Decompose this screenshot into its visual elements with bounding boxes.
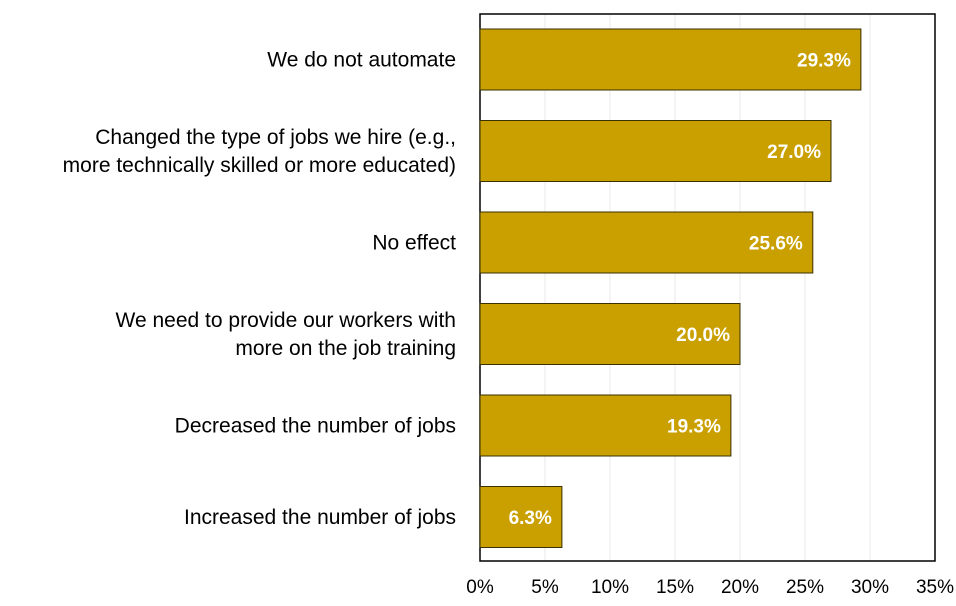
category-label-line: We need to provide our workers with (116, 309, 456, 332)
category-labels: We do not automate Changed the type of jo… (63, 49, 456, 530)
bar (479, 211, 814, 274)
x-tick-label: 15% (656, 577, 694, 598)
gridlines (544, 14, 871, 561)
bar (479, 120, 832, 182)
data-label: 6.3% (509, 508, 552, 529)
bar (479, 394, 732, 457)
x-tick-label: 25% (786, 577, 824, 598)
category-label-line: Changed the type of jobs we hire (e.g., (95, 126, 456, 149)
category-label-line: more technically skilled or more educate… (63, 154, 456, 177)
category-label: Changed the type of jobs we hire (e.g., m… (63, 126, 456, 177)
category-label: Decreased the number of jobs (175, 415, 456, 438)
x-tick-label: 30% (851, 577, 889, 598)
data-label: 29.3% (797, 51, 851, 72)
category-label-line: Increased the number of jobs (184, 506, 456, 529)
data-label: 19.3% (667, 417, 721, 438)
x-tick-label: 10% (591, 577, 629, 598)
x-tick-label: 5% (531, 577, 559, 598)
bars: 29.3% 27.0% 25.6% 20.0% 19.3% 6.3% (479, 28, 862, 548)
x-tick-label: 35% (916, 577, 954, 598)
category-label: No effect (372, 232, 456, 255)
x-tick-label: 20% (721, 577, 759, 598)
data-label: 20.0% (676, 325, 730, 346)
data-label: 25.6% (749, 234, 803, 255)
category-label: We need to provide our workers with more … (116, 309, 456, 360)
bar (479, 486, 563, 548)
category-label: Increased the number of jobs (184, 506, 456, 529)
data-label: 27.0% (767, 142, 821, 163)
category-label-line: We do not automate (267, 49, 456, 72)
x-axis-tick-labels: 0% 5% 10% 15% 20% 25% 30% 35% (466, 577, 954, 598)
bar (479, 303, 741, 365)
plot-frame (479, 13, 936, 562)
bar (479, 28, 862, 91)
category-label-line: Decreased the number of jobs (175, 415, 456, 438)
x-tick-label: 0% (466, 577, 494, 598)
category-label: We do not automate (267, 49, 456, 72)
category-label-line: more on the job training (235, 337, 456, 360)
category-label-line: No effect (372, 232, 456, 255)
